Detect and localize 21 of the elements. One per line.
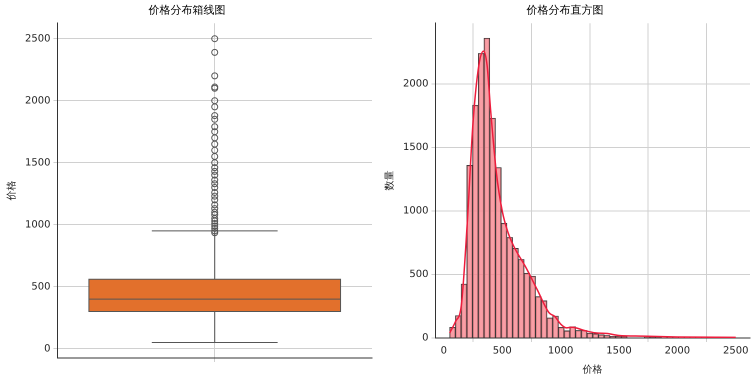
y-tick-label: 1500 [402,142,428,154]
chart-title: 价格分布直方图 [526,3,604,16]
x-tick-label: 1500 [606,346,632,357]
y-axis-title: 价格 [6,180,18,202]
chart-title: 价格分布箱线图 [148,3,226,16]
y-tick-label: 500 [409,269,428,280]
y-tick-label: 1000 [24,219,50,230]
x-tick-label: 1000 [548,346,574,357]
x-tick-label: 2000 [664,346,690,357]
y-tick-label: 0 [422,332,428,344]
y-tick-label: 2000 [402,78,428,90]
y-axis-title: 数量 [384,170,396,191]
y-tick-label: 1000 [402,206,428,217]
x-tick-label: 0 [440,346,448,357]
y-tick-label: 2000 [24,95,50,106]
x-tick-label: 500 [492,346,512,357]
y-tick-label: 500 [31,281,50,292]
y-tick-label: 1500 [24,157,50,168]
x-tick-label: 2500 [723,346,748,357]
y-tick-label: 2500 [24,33,50,44]
x-axis-title: 价格 [582,364,603,376]
